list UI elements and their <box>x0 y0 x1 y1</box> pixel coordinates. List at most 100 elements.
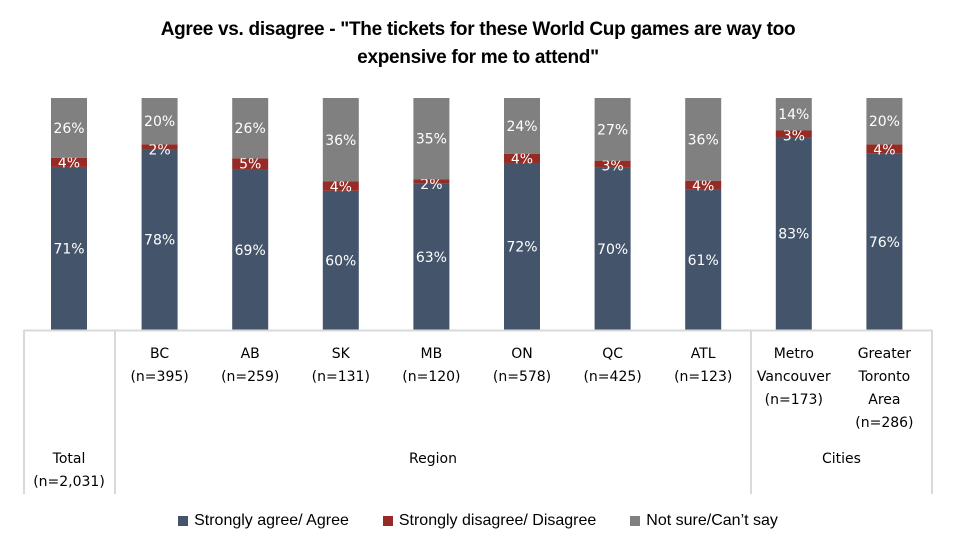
legend-item: Strongly agree/ Agree <box>178 512 349 530</box>
bar-segment-agree <box>504 162 540 330</box>
bar-segment-agree <box>51 166 87 330</box>
data-label: 3% <box>601 159 623 175</box>
data-label: 27% <box>597 122 628 138</box>
data-label: 4% <box>58 156 80 172</box>
group-label: Cities <box>822 451 861 467</box>
bar-segment-disagree <box>232 158 269 170</box>
category-label-line: BC <box>150 346 170 362</box>
category-label-line: (n=425) <box>583 369 642 385</box>
bar-segment-not-sure <box>866 98 903 145</box>
bar-segment-disagree <box>866 144 903 154</box>
category-label-line: Greater <box>857 346 912 362</box>
category-label-line: (n=578) <box>492 369 552 385</box>
data-label: 36% <box>325 133 356 149</box>
legend-swatch <box>382 516 393 526</box>
data-label: 14% <box>778 107 809 123</box>
category-label-line: AB <box>240 346 260 362</box>
bar-segment-not-sure <box>322 98 359 182</box>
legend-swatch <box>630 516 641 526</box>
category-label-line: QC <box>602 346 623 362</box>
bar-segment-agree <box>322 190 359 330</box>
chart-title-line-1: Agree vs. disagree - "The tickets for th… <box>160 19 796 40</box>
category-label-line: Toronto <box>858 369 911 385</box>
bar-segment-agree <box>685 189 722 330</box>
category-label-line: (n=286) <box>855 415 914 431</box>
data-label: 4% <box>873 142 895 158</box>
category-label: BC (n=395) <box>115 343 205 389</box>
category-label-line: ON <box>511 346 533 362</box>
legend-label: Strongly agree/ Agree <box>194 512 349 529</box>
category-label-line: Metro <box>773 346 814 362</box>
legend-label: Not sure/Can’t say <box>646 512 778 529</box>
bar-segment-not-sure <box>775 98 812 131</box>
category-label-line: (n=259) <box>221 369 280 385</box>
legend-item: Not sure/Can’t say <box>630 512 778 530</box>
data-label: 20% <box>144 114 175 130</box>
category-label: SK (n=131) <box>296 343 386 389</box>
data-label: 2% <box>148 142 170 158</box>
data-label: 5% <box>239 156 261 172</box>
data-label: 35% <box>416 132 447 148</box>
category-label: QC (n=425) <box>568 343 658 389</box>
category-label-line: MB <box>420 346 443 362</box>
chart-title: Agree vs. disagree - "The tickets for th… <box>0 16 956 72</box>
bar-segment-disagree <box>775 130 812 138</box>
bar-segment-not-sure <box>413 98 450 180</box>
legend-swatch <box>178 516 189 526</box>
bar-segment-disagree <box>685 180 722 190</box>
bar-segment-agree <box>141 149 178 330</box>
category-label: MB (n=120) <box>386 343 476 389</box>
bar-segment-not-sure <box>51 98 87 158</box>
category-label-line: (n=2,031) <box>33 474 105 490</box>
data-label: 76% <box>869 235 900 251</box>
data-label: 61% <box>688 253 719 269</box>
bar-segment-not-sure <box>504 98 540 154</box>
bar-segment-disagree <box>413 179 450 184</box>
category-label-line: (n=173) <box>764 392 823 408</box>
data-label: 69% <box>235 243 266 259</box>
legend: Strongly agree/ Agree Strongly disagree/ … <box>0 512 956 530</box>
data-label: 72% <box>506 239 537 255</box>
category-label-line: (n=131) <box>311 369 370 385</box>
data-label: 26% <box>53 121 84 137</box>
category-label: Metro Vancouver (n=173) <box>749 343 839 412</box>
data-label: 4% <box>511 152 533 168</box>
category-label-line: (n=120) <box>402 369 461 385</box>
group-label: Region <box>409 451 457 467</box>
category-label: ON (n=578) <box>477 343 567 389</box>
bar-segment-disagree <box>51 157 87 167</box>
category-label-line: Vancouver <box>756 369 831 385</box>
data-label: 71% <box>53 241 84 257</box>
bar-segment-agree <box>775 137 812 330</box>
bar-segment-not-sure <box>594 98 631 161</box>
bar-segment-agree <box>232 169 269 330</box>
data-label: 3% <box>783 128 805 144</box>
category-label: Greater Toronto Area (n=286) <box>839 343 929 435</box>
data-label: 78% <box>144 233 175 249</box>
data-label: 4% <box>330 180 352 196</box>
category-label-line: ATL <box>690 346 716 362</box>
bar-segment-agree <box>594 167 631 330</box>
data-label: 63% <box>416 250 447 266</box>
bar-segment-disagree <box>504 153 540 163</box>
bar-segment-disagree <box>141 144 178 150</box>
bar-segment-agree <box>866 153 903 330</box>
data-label: 36% <box>688 132 719 148</box>
category-label: AB (n=259) <box>205 343 295 389</box>
bar-segment-not-sure <box>141 98 178 145</box>
bar-segment-disagree <box>322 181 359 191</box>
category-label-line: Area <box>868 392 901 408</box>
bar-segment-not-sure <box>685 98 722 181</box>
bar-segment-disagree <box>594 160 631 168</box>
data-label: 4% <box>692 179 714 195</box>
data-label: 2% <box>420 177 442 193</box>
category-label-line: (n=123) <box>674 369 733 385</box>
legend-label: Strongly disagree/ Disagree <box>398 512 597 529</box>
data-label: 60% <box>325 253 356 269</box>
data-label: 26% <box>235 121 266 137</box>
data-label: 24% <box>506 119 537 135</box>
category-label: Total (n=2,031) <box>24 448 114 494</box>
category-label-line: Total <box>52 451 86 467</box>
category-label-line: SK <box>331 346 350 362</box>
